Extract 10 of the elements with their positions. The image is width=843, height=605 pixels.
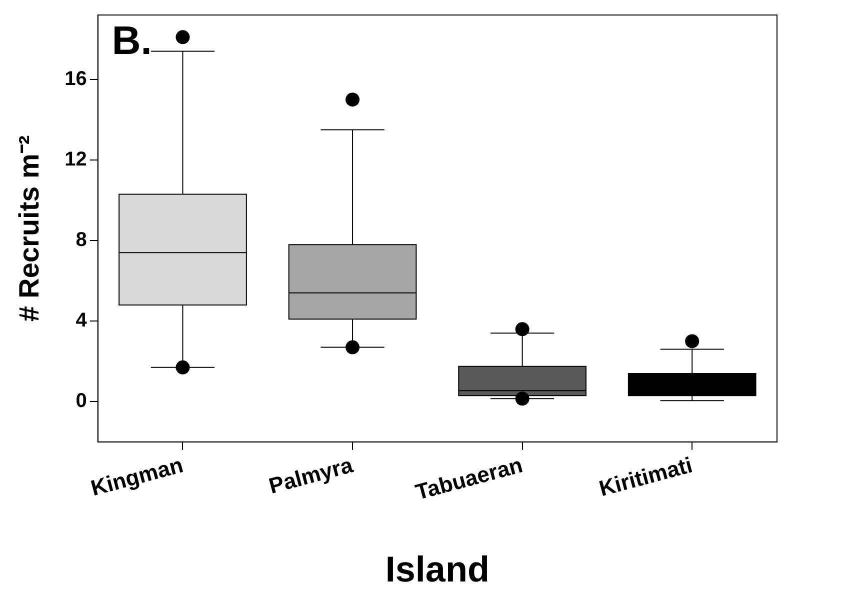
y-axis-title: # Recruits m⁻²: [14, 135, 45, 322]
annotation: B.: [112, 19, 152, 64]
x-axis-title: Island: [385, 548, 490, 590]
y-tick-label: 16: [64, 68, 87, 90]
y-tick-label: 12: [64, 148, 87, 171]
y-tick-label: 4: [76, 310, 88, 332]
x-tick-label: Palmyra: [266, 452, 356, 499]
y-tick-label: 8: [76, 229, 87, 252]
y-tick-label: 0: [76, 390, 87, 412]
x-tick-label: Kingman: [88, 452, 186, 501]
